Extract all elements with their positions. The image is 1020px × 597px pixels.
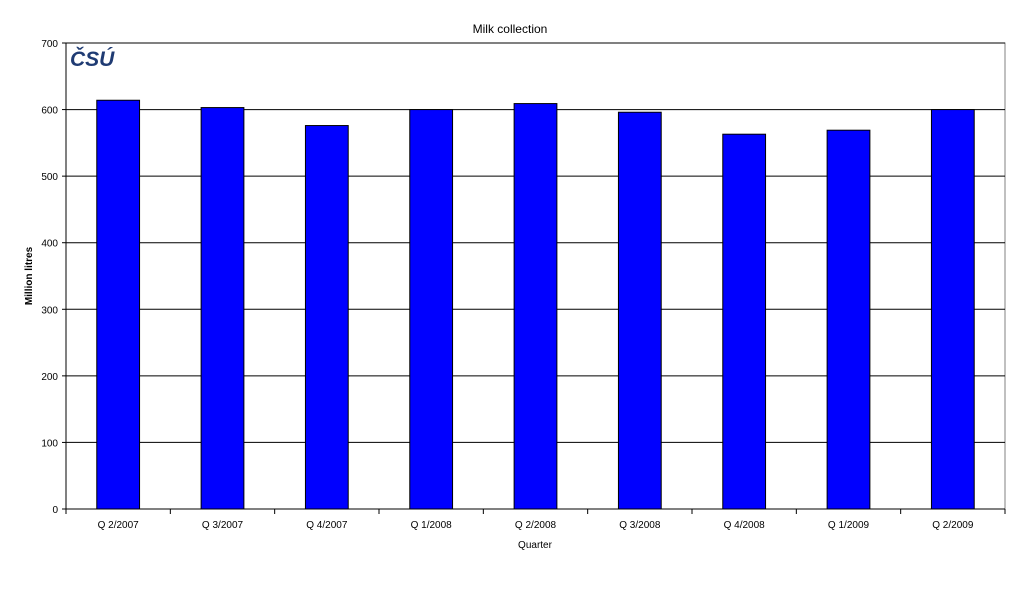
bar-q-4-2007 (304, 125, 349, 510)
bar-q-4-2008 (722, 133, 767, 510)
bar-q-3-2008 (617, 111, 662, 510)
x-tick-label: Q 2/2009 (932, 520, 974, 531)
x-tick-label: Q 1/2008 (411, 520, 453, 531)
x-tick-label: Q 3/2007 (202, 520, 244, 531)
bar-q-2-2009 (930, 109, 975, 510)
x-tick-label: Q 4/2008 (724, 520, 766, 531)
y-tick-label: 100 (41, 438, 58, 449)
x-tick-label: Q 1/2009 (828, 520, 870, 531)
bar-series (96, 99, 975, 510)
bar-q-1-2008 (409, 109, 454, 510)
y-tick-label: 600 (41, 106, 58, 117)
y-tick-label: 0 (52, 505, 58, 516)
y-tick-label: 700 (41, 39, 58, 50)
bar-q-1-2009 (826, 129, 871, 510)
x-axis-ticks: Q 2/2007 Q 3/2007 Q 4/2007 Q 1/2008 Q 2/2008… (65, 509, 1006, 531)
x-tick-label: Q 3/2008 (619, 520, 661, 531)
csu-logo: ČSÚ (70, 47, 115, 71)
y-axis-ticks: 0 100 200 300 400 500 600 700 (41, 39, 66, 516)
x-tick-label: Q 2/2007 (98, 520, 140, 531)
y-tick-label: 200 (41, 372, 58, 383)
bar-q-2-2008 (513, 103, 558, 510)
x-axis-title: Quarter (518, 540, 553, 551)
x-tick-label: Q 2/2008 (515, 520, 557, 531)
y-axis-title: Million litres (24, 246, 35, 305)
y-tick-label: 300 (41, 305, 58, 316)
bar-q-2-2007 (96, 99, 141, 510)
y-tick-label: 500 (41, 172, 58, 183)
y-tick-label: 400 (41, 239, 58, 250)
bar-q-3-2007 (200, 107, 245, 510)
chart-title: Milk collection (473, 22, 548, 36)
x-tick-label: Q 4/2007 (306, 520, 348, 531)
